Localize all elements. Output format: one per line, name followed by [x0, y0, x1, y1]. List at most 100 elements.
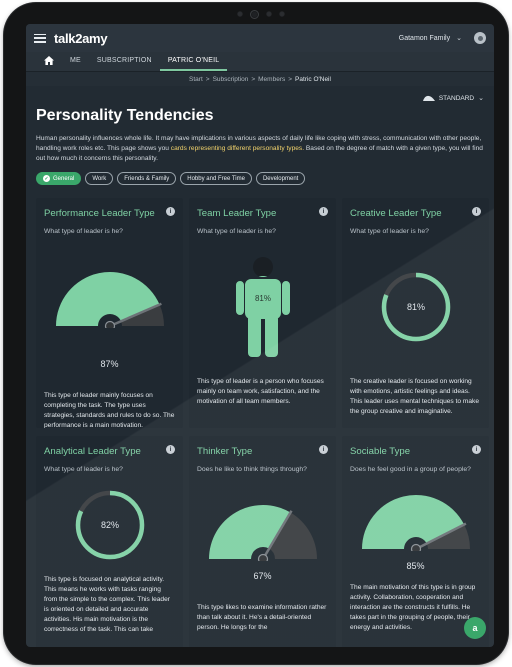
card-title: Analytical Leader Type — [44, 446, 141, 458]
hamburger-menu-icon[interactable] — [34, 33, 46, 43]
sensor-dot — [237, 11, 243, 17]
gauge-remainder — [268, 512, 317, 559]
gauge-needle — [109, 302, 162, 328]
chat-bot-icon: a — [472, 623, 478, 633]
info-icon[interactable]: i — [166, 445, 175, 455]
card-thinker: Thinker Type i Does he like to think thi… — [189, 436, 336, 647]
intro-part: Human personality influences whole life.… — [36, 135, 482, 152]
info-icon[interactable]: i — [472, 207, 481, 217]
breadcrumb: Start > Subscription > Members > Patric … — [26, 72, 494, 86]
gauge-chart — [361, 494, 470, 551]
card-description: This type of leader mainly focuses on co… — [44, 391, 175, 429]
breadcrumb-start[interactable]: Start — [189, 75, 203, 83]
gauge-hub — [104, 320, 115, 328]
person-fill — [235, 275, 290, 357]
ring-visual: 82% — [44, 475, 175, 575]
info-icon[interactable]: i — [319, 207, 328, 217]
ring-chart: 82% — [75, 490, 144, 560]
gauge-visual — [350, 475, 481, 551]
card-sociable: Sociable Type i Does he feel good in a g… — [342, 436, 489, 647]
ring-fill — [75, 490, 144, 560]
breadcrumb-current: Patric O'Neil — [295, 75, 331, 83]
filter-hobby[interactable]: Hobby and Free Time — [180, 172, 252, 186]
chevron-down-icon: ⌄ — [478, 95, 484, 102]
info-icon[interactable]: i — [472, 445, 481, 455]
ring-percent: 82% — [100, 520, 118, 530]
tab-member[interactable]: PATRIC O'NEIL — [159, 52, 228, 71]
gauge-hub — [257, 553, 268, 561]
gauge-remainder — [426, 524, 470, 549]
avatar[interactable] — [474, 32, 486, 44]
card-question: What type of leader is he? — [44, 228, 123, 236]
card-description: The creative leader is focused on workin… — [350, 377, 480, 415]
chevron-down-icon[interactable]: ⌄ — [456, 35, 462, 42]
chat-bot-button[interactable]: a — [464, 617, 486, 639]
match-percent: 67% — [253, 570, 272, 581]
card-title: Team Leader Type — [197, 208, 277, 220]
filter-friends-family[interactable]: Friends & Family — [117, 172, 177, 186]
filter-development[interactable]: Development — [255, 172, 306, 186]
home-icon — [44, 56, 54, 65]
main-content: Personality Tendencies STANDARD ⌄ Human … — [26, 86, 494, 647]
card-question: What type of leader is he? — [350, 228, 429, 236]
cards-grid: Performance Leader Type i What type of l… — [36, 198, 489, 647]
card-title: Creative Leader Type — [350, 208, 442, 220]
gauge-visual — [44, 237, 175, 359]
tab-subscription[interactable]: SUBSCRIPTION — [96, 57, 152, 64]
app-logo[interactable]: talk2amy — [54, 30, 108, 46]
breadcrumb-separator: > — [205, 75, 210, 83]
card-description: This type is focused on analytical activ… — [44, 575, 170, 633]
card-creative-leader: Creative Leader Type i What type of lead… — [342, 198, 489, 429]
intro-part: Based on the degree of match with a give… — [36, 144, 483, 162]
card-title: Thinker Type — [197, 446, 253, 458]
account-switcher[interactable]: Gatamon Family — [398, 34, 451, 42]
camera-bar — [224, 9, 298, 19]
card-question: What type of leader is he? — [197, 228, 276, 236]
ring-fill — [381, 272, 450, 342]
card-performance-leader: Performance Leader Type i What type of l… — [36, 198, 183, 429]
filter-work[interactable]: Work — [85, 172, 114, 186]
filter-general[interactable]: ✓ General — [36, 172, 82, 186]
top-bar: talk2amy Gatamon Family ⌄ — [26, 24, 494, 52]
plan-icon — [422, 95, 435, 101]
intro-text: Human personality influences whole life.… — [36, 134, 484, 163]
sensor-dot — [266, 11, 272, 17]
breadcrumb-members[interactable]: Members — [258, 75, 286, 83]
sensor-dot — [279, 11, 285, 17]
gauge-needle — [261, 510, 293, 560]
plan-selector[interactable]: STANDARD ⌄ — [422, 94, 484, 102]
ring-chart: 81% — [381, 272, 450, 342]
match-percent: 87% — [100, 358, 119, 369]
tab-home[interactable] — [36, 52, 62, 71]
breadcrumb-separator: > — [251, 75, 256, 83]
info-icon[interactable]: i — [319, 445, 328, 455]
app-screen: talk2amy Gatamon Family ⌄ ME SUBSCRIPTIO… — [26, 24, 494, 647]
card-question: What type of leader is he? — [44, 466, 123, 474]
gauge-chart — [55, 271, 164, 328]
person-visual: 81% — [197, 237, 328, 377]
camera-lens — [250, 9, 259, 19]
card-team-leader: Team Leader Type i What type of leader i… — [189, 198, 336, 429]
card-title: Performance Leader Type — [44, 208, 155, 220]
person-icon: 81% — [235, 256, 290, 357]
breadcrumb-separator: > — [288, 75, 293, 83]
page-title: Personality Tendencies — [36, 107, 214, 124]
filter-label: General — [53, 175, 75, 182]
filter-chips: ✓ General Work Friends & Family Hobby and… — [36, 172, 484, 186]
intro-highlight: cards representing different personality… — [170, 144, 305, 152]
ring-percent: 81% — [406, 302, 424, 312]
tablet-frame: talk2amy Gatamon Family ⌄ ME SUBSCRIPTIO… — [4, 3, 508, 664]
card-question: Does he like to think things through? — [197, 466, 307, 474]
info-icon[interactable]: i — [166, 207, 175, 217]
card-question: Does he feel good in a group of people? — [350, 466, 471, 474]
gauge-needle — [414, 522, 466, 551]
tab-me[interactable]: ME — [70, 57, 81, 64]
card-description: The main motivation of this type is in g… — [350, 583, 476, 631]
breadcrumb-subscription[interactable]: Subscription — [212, 75, 249, 83]
gauge-fill — [55, 271, 160, 326]
card-description: This type of leader is a person who focu… — [197, 377, 324, 405]
person-percent: 81% — [254, 294, 270, 303]
match-percent: 85% — [406, 560, 425, 571]
card-description: This type likes to examine information r… — [197, 603, 327, 631]
main-nav: ME SUBSCRIPTION PATRIC O'NEIL — [26, 52, 494, 72]
